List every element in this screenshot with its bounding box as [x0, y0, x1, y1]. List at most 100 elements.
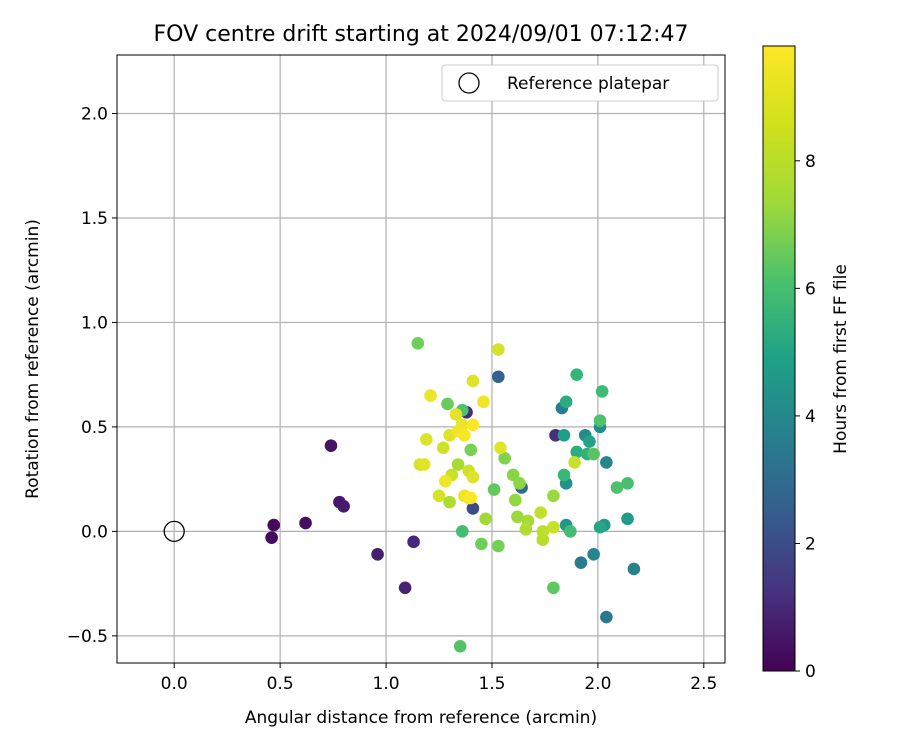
data-point — [443, 495, 456, 509]
colorbar-tick-label: 4 — [805, 407, 816, 427]
colorbar-ticks: 0 2 4 6 8 — [795, 152, 816, 682]
data-point — [610, 481, 624, 494]
data-point — [398, 581, 412, 595]
y-axis-label: Rotation from reference (arcmin) — [23, 219, 43, 499]
grid — [117, 55, 725, 663]
data-points — [163, 337, 641, 653]
data-point — [475, 537, 488, 551]
legend-box — [441, 64, 719, 102]
data-point — [511, 510, 524, 524]
data-point — [466, 502, 480, 515]
colorbar: 0 2 4 6 8 Hours from first FF file — [762, 45, 851, 682]
data-point — [513, 477, 526, 490]
data-point — [494, 441, 507, 455]
data-point — [371, 548, 384, 561]
data-point — [456, 525, 469, 538]
reference-marker — [163, 520, 185, 543]
data-point — [407, 535, 420, 549]
data-point — [436, 441, 450, 455]
data-point — [466, 418, 480, 432]
data-point — [574, 556, 588, 570]
colorbar-tick-label: 6 — [805, 279, 816, 299]
data-point — [621, 512, 634, 526]
y-tick-label: 2.0 — [81, 105, 108, 125]
colorbar-label: Hours from first FF file — [831, 264, 851, 454]
data-point — [267, 518, 281, 532]
x-tick-label: 0.0 — [161, 674, 188, 694]
data-point — [547, 489, 560, 503]
data-point — [458, 428, 471, 442]
data-point — [587, 548, 600, 561]
data-point — [492, 370, 505, 384]
data-point — [498, 451, 511, 465]
data-point — [419, 433, 433, 446]
data-point — [593, 414, 607, 427]
chart-title: FOV centre drift starting at 2024/09/01 … — [154, 22, 689, 47]
y-tick-label: 0.5 — [81, 418, 108, 438]
data-point — [593, 520, 607, 534]
data-point — [621, 477, 634, 490]
data-point — [464, 491, 478, 505]
colorbar-tick-label: 2 — [805, 534, 816, 554]
data-point — [451, 458, 465, 471]
data-point — [600, 456, 613, 469]
data-point — [424, 389, 437, 402]
axes-frame — [116, 54, 726, 664]
data-point — [508, 493, 522, 507]
data-point — [324, 439, 338, 453]
data-point — [265, 531, 278, 544]
x-axis-ticks: 0.0 0.5 1.0 1.5 2.0 2.5 — [161, 663, 717, 694]
colorbar-tick-label: 8 — [805, 152, 816, 172]
data-point — [564, 525, 577, 538]
y-tick-label: 0.0 — [81, 522, 108, 542]
data-point — [479, 512, 492, 526]
data-point — [536, 525, 550, 538]
data-point — [466, 374, 480, 388]
data-point — [432, 489, 446, 503]
data-point — [337, 499, 350, 513]
x-tick-label: 2.0 — [584, 674, 611, 694]
data-point — [487, 483, 501, 496]
data-point — [449, 408, 463, 421]
x-tick-label: 0.5 — [267, 674, 294, 694]
data-point — [627, 562, 641, 576]
y-tick-label: 1.5 — [81, 209, 108, 229]
legend-marker-reference — [458, 72, 480, 94]
data-point — [547, 520, 560, 534]
data-point — [568, 456, 581, 469]
data-point — [439, 474, 452, 488]
data-point — [466, 470, 480, 484]
data-point — [477, 395, 490, 409]
x-tick-label: 1.5 — [478, 674, 505, 694]
colorbar-gradient — [762, 45, 796, 672]
data-point — [570, 445, 584, 459]
data-point — [600, 610, 613, 624]
y-tick-label: 1.0 — [81, 313, 108, 333]
data-point — [583, 435, 596, 448]
data-point — [464, 443, 478, 457]
data-point — [492, 343, 505, 356]
colorbar-tick-label: 0 — [805, 662, 816, 682]
data-point — [557, 428, 571, 442]
data-point — [492, 539, 505, 553]
data-point — [595, 385, 609, 398]
x-tick-label: 2.5 — [690, 674, 717, 694]
x-axis-label: Angular distance from reference (arcmin) — [245, 708, 597, 728]
data-point — [453, 639, 467, 653]
y-axis-ticks: −0.5 0.0 0.5 1.0 1.5 2.0 — [67, 105, 117, 647]
data-point — [570, 368, 584, 381]
legend-label-reference: Reference platepar — [507, 74, 669, 94]
x-tick-label: 1.0 — [373, 674, 400, 694]
data-point — [547, 581, 560, 595]
data-point — [417, 458, 431, 471]
data-point — [411, 337, 425, 350]
data-point — [519, 522, 533, 536]
legend: Reference platepar — [441, 64, 719, 102]
y-tick-label: −0.5 — [67, 627, 108, 647]
data-point — [299, 516, 312, 530]
data-point — [441, 397, 454, 411]
data-point — [557, 468, 571, 482]
data-point — [559, 395, 573, 409]
data-point — [534, 506, 547, 519]
